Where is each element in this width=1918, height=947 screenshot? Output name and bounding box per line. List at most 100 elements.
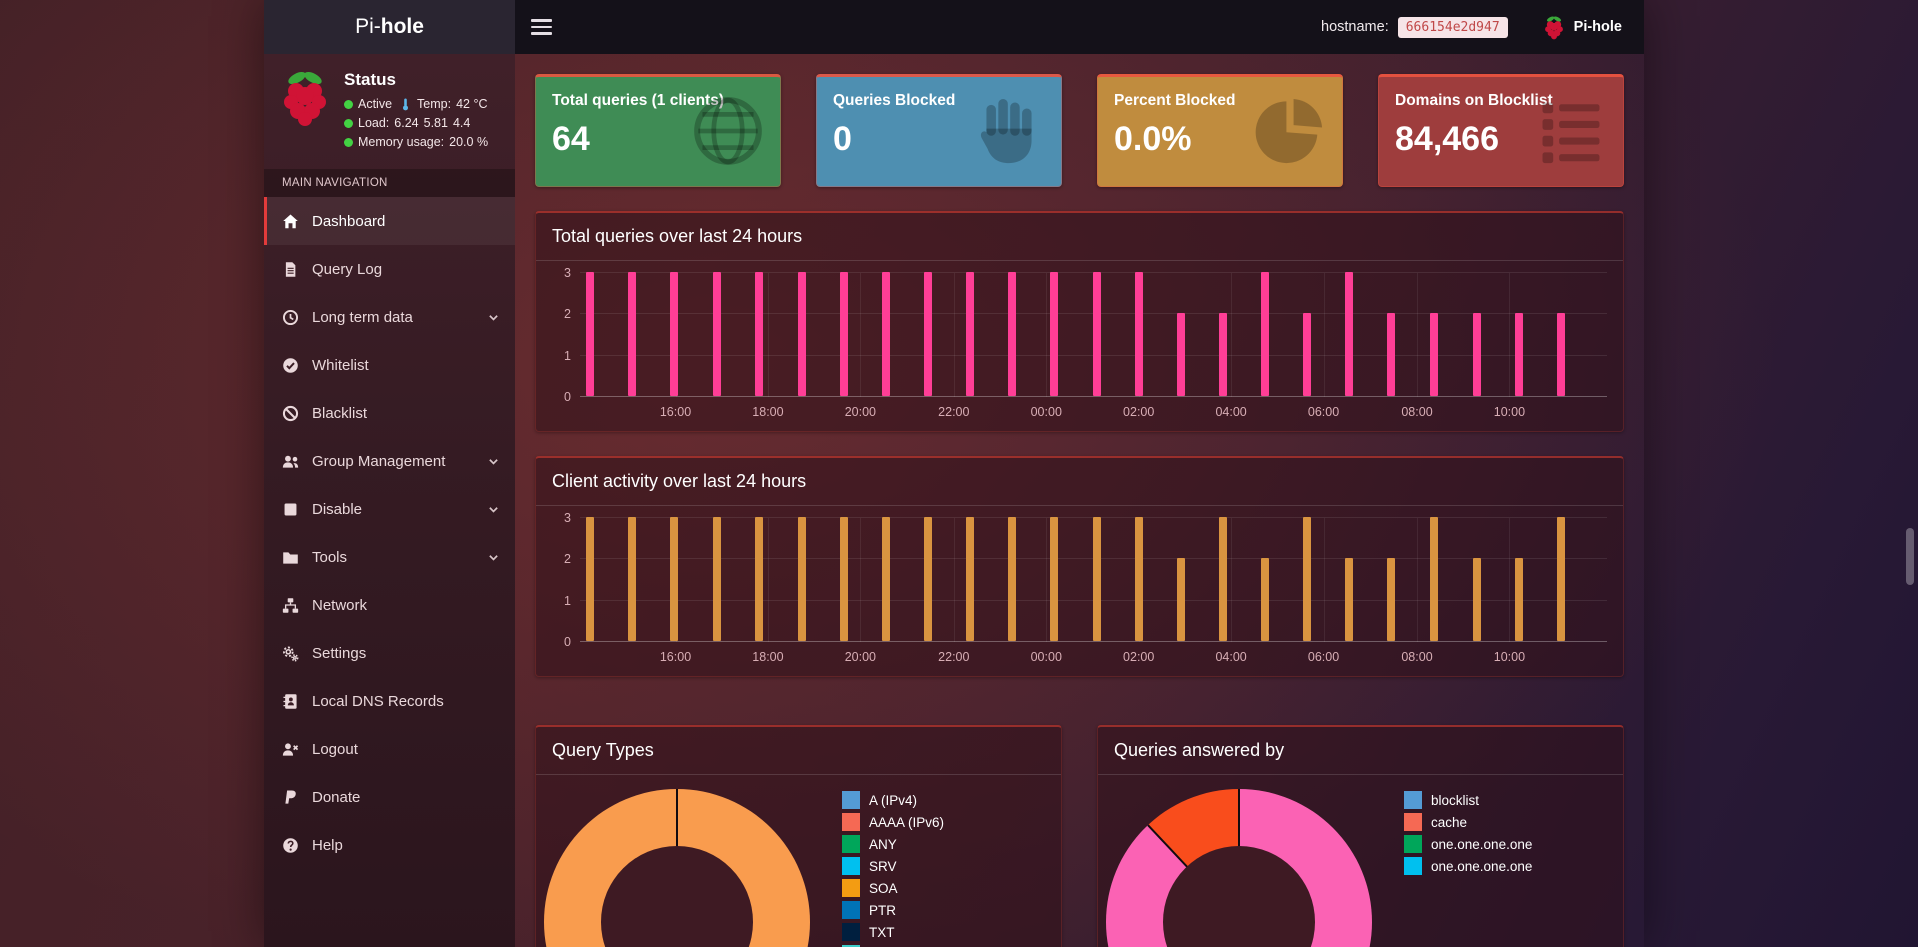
panel-queries-answered-by: Queries answered by blocklist cache one.… <box>1097 725 1624 947</box>
sidebar-item-query-log[interactable]: Query Log <box>264 245 515 293</box>
sidebar-item-label: Tools <box>312 548 348 566</box>
query-types-donut-chart[interactable] <box>544 789 810 947</box>
chart-bar[interactable] <box>966 272 975 396</box>
sidebar-item-tools[interactable]: Tools <box>264 533 515 581</box>
sidebar-toggle-button[interactable] <box>531 19 552 35</box>
chart-bar[interactable] <box>754 272 763 396</box>
queries-over-time-chart[interactable]: 0 1 2 3 16:00 18:00 20:00 22:00 00:00 02:00 04:00 0… <box>564 266 1607 419</box>
stat-card-percent-blocked[interactable]: Percent Blocked 0.0% <box>1097 74 1343 187</box>
page-scrollbar[interactable] <box>1904 0 1916 947</box>
sidebar-item-settings[interactable]: Settings <box>264 629 515 677</box>
chart-bar[interactable] <box>882 272 891 396</box>
gridline-vertical <box>1509 273 1511 397</box>
legend-item[interactable]: one.one.one.one <box>1404 835 1532 853</box>
chart-bar[interactable] <box>1514 558 1523 641</box>
chart-bar[interactable] <box>1092 272 1101 396</box>
stat-card-value: 0 <box>833 120 852 158</box>
chart-bar[interactable] <box>1387 313 1396 396</box>
gridline-vertical <box>767 273 769 397</box>
queries-answered-donut-chart[interactable] <box>1106 789 1372 947</box>
chart-bar[interactable] <box>1176 313 1185 396</box>
address-book-icon <box>282 693 299 710</box>
stat-card-domains-blocklist[interactable]: Domains on Blocklist 84,466 <box>1378 74 1624 187</box>
app-logo[interactable]: Pi-hole <box>264 0 515 54</box>
sidebar-item-dashboard[interactable]: Dashboard <box>264 197 515 245</box>
sidebar-item-network[interactable]: Network <box>264 581 515 629</box>
legend-item[interactable]: AAAA (IPv6) <box>842 813 944 831</box>
stat-card-total-queries[interactable]: Total queries (1 clients) 64 <box>535 74 781 187</box>
chart-bar[interactable] <box>1303 313 1312 396</box>
chart-bar[interactable] <box>1050 272 1059 396</box>
stop-icon <box>282 501 299 518</box>
chart-bar[interactable] <box>1303 517 1312 641</box>
chart-bar[interactable] <box>1261 558 1269 641</box>
legend-item[interactable]: TXT <box>842 923 944 941</box>
chart-bar[interactable] <box>1430 313 1439 396</box>
chart-bar[interactable] <box>1218 313 1227 396</box>
sidebar-item-help[interactable]: Help <box>264 821 515 869</box>
chart-bar[interactable] <box>1176 558 1185 641</box>
chart-bar[interactable] <box>754 517 763 641</box>
chart-bar[interactable] <box>1514 313 1523 396</box>
check-circle-icon <box>282 357 299 374</box>
sidebar-item-donate[interactable]: Donate <box>264 773 515 821</box>
chart-bar[interactable] <box>670 272 679 396</box>
chart-bar[interactable] <box>797 517 806 641</box>
gears-icon <box>282 645 299 662</box>
chart-bar[interactable] <box>712 517 721 641</box>
stat-card-queries-blocked[interactable]: Queries Blocked 0 <box>816 74 1062 187</box>
sidebar-item-logout[interactable]: Logout <box>264 725 515 773</box>
chart-bar[interactable] <box>1472 313 1481 396</box>
chart-bar[interactable] <box>628 272 637 396</box>
chart-bar[interactable] <box>670 517 679 641</box>
chart-bar[interactable] <box>712 272 721 396</box>
legend-item[interactable]: SRV <box>842 857 944 875</box>
legend-item[interactable]: one.one.one.one <box>1404 857 1532 875</box>
stat-card-title: Percent Blocked <box>1114 92 1236 109</box>
chart-bar[interactable] <box>628 517 637 641</box>
sidebar-item-group-management[interactable]: Group Management <box>264 437 515 485</box>
chart-bar[interactable] <box>924 517 933 641</box>
chart-bar[interactable] <box>1430 517 1439 641</box>
chart-bar[interactable] <box>797 272 806 396</box>
legend-item[interactable]: cache <box>1404 813 1532 831</box>
chart-bar[interactable] <box>839 272 848 396</box>
client-activity-chart[interactable]: 0 1 2 3 16:00 18:00 20:00 22:00 00:00 02:00 04:00 0… <box>564 511 1607 664</box>
sidebar-item-blacklist[interactable]: Blacklist <box>264 389 515 437</box>
sidebar-item-whitelist[interactable]: Whitelist <box>264 341 515 389</box>
legend-item[interactable]: PTR <box>842 901 944 919</box>
chart-bar[interactable] <box>924 272 933 396</box>
legend-item[interactable]: SOA <box>842 879 944 897</box>
chart-bar[interactable] <box>1008 272 1017 396</box>
gridline-vertical <box>1417 273 1418 397</box>
chart-bar[interactable] <box>1387 558 1396 641</box>
chart-bar[interactable] <box>1556 517 1565 641</box>
legend-item[interactable]: A (IPv4) <box>842 791 944 809</box>
chart-bar[interactable] <box>1092 517 1101 641</box>
chart-bar[interactable] <box>1218 517 1227 641</box>
chart-bar[interactable] <box>1134 272 1143 396</box>
chart-bar[interactable] <box>1134 517 1143 641</box>
chart-bar[interactable] <box>586 272 595 396</box>
users-icon <box>282 453 299 470</box>
chart-bar[interactable] <box>966 517 975 641</box>
sidebar-item-long-term-data[interactable]: Long term data <box>264 293 515 341</box>
legend-item[interactable]: blocklist <box>1404 791 1532 809</box>
chart-bar[interactable] <box>1008 517 1017 641</box>
bottom-panels-row: Query Types A (IPv4) AAAA (IPv6) ANY SRV… <box>535 701 1624 947</box>
sidebar-item-local-dns-records[interactable]: Local DNS Records <box>264 677 515 725</box>
scrollbar-thumb[interactable] <box>1906 528 1914 585</box>
status-dot-icon <box>344 137 353 147</box>
chart-bar[interactable] <box>1556 313 1565 396</box>
chart-bar[interactable] <box>1261 272 1269 396</box>
chart-bar[interactable] <box>1472 558 1481 641</box>
chart-bar[interactable] <box>1345 558 1354 641</box>
sidebar-item-disable[interactable]: Disable <box>264 485 515 533</box>
panel-total-queries: Total queries over last 24 hours 0 1 2 3 16:… <box>535 211 1624 432</box>
legend-item[interactable]: ANY <box>842 835 944 853</box>
chart-bar[interactable] <box>1050 517 1059 641</box>
chart-bar[interactable] <box>1345 272 1354 396</box>
chart-bar[interactable] <box>839 517 848 641</box>
chart-bar[interactable] <box>882 517 891 641</box>
chart-bar[interactable] <box>586 517 595 641</box>
